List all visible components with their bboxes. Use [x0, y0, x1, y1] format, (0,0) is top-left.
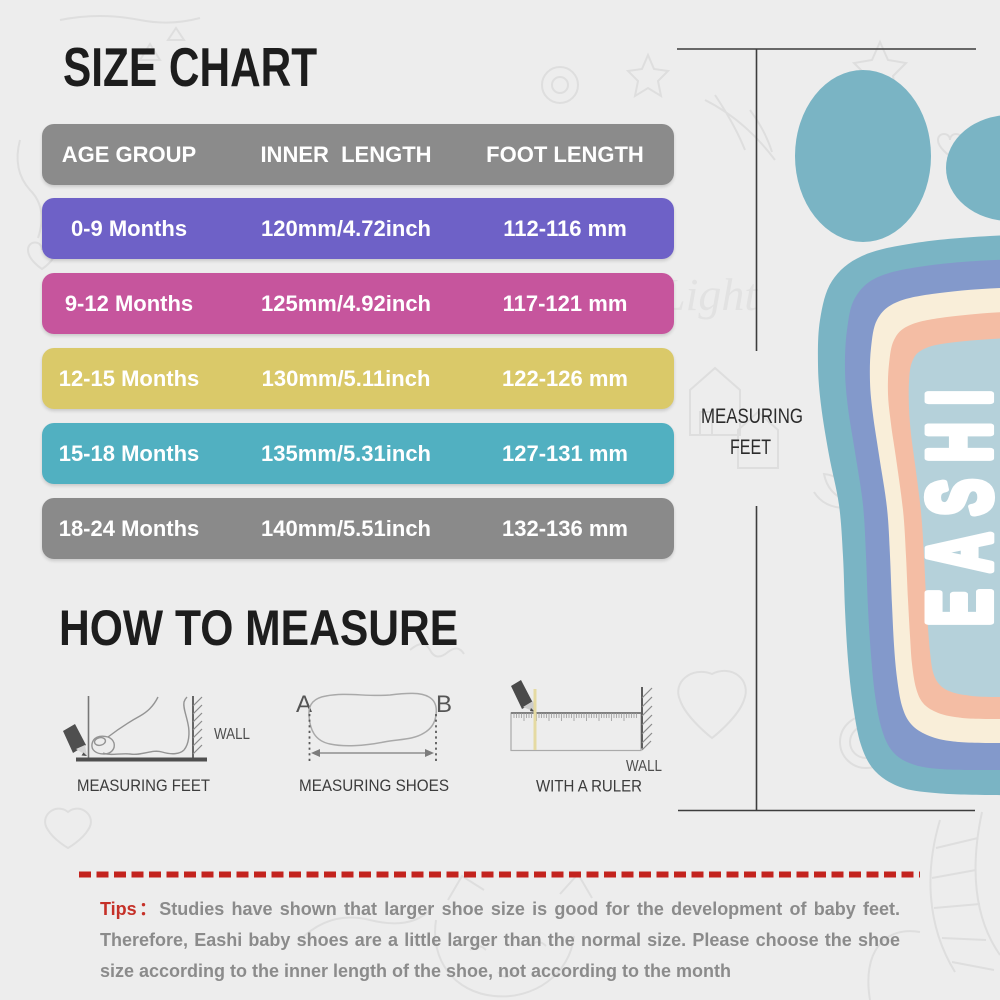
svg-text:Light: Light	[659, 269, 758, 320]
svg-text:MEASURING FEET: MEASURING FEET	[77, 776, 210, 795]
svg-text:WALL: WALL	[214, 726, 250, 743]
svg-text:EASHI: EASHI	[909, 373, 1000, 626]
svg-text:MEASURING SHOES: MEASURING SHOES	[299, 776, 449, 795]
svg-text:WALL: WALL	[626, 758, 662, 775]
svg-text:WITH A RULER: WITH A RULER	[536, 777, 642, 796]
svg-text:B: B	[436, 691, 452, 718]
svg-text:A: A	[296, 691, 312, 718]
svg-text:MEASURING: MEASURING	[701, 405, 803, 428]
svg-text:FEET: FEET	[730, 436, 771, 459]
